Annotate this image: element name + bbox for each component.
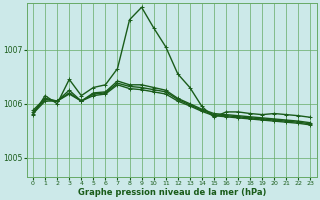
X-axis label: Graphe pression niveau de la mer (hPa): Graphe pression niveau de la mer (hPa) <box>77 188 266 197</box>
